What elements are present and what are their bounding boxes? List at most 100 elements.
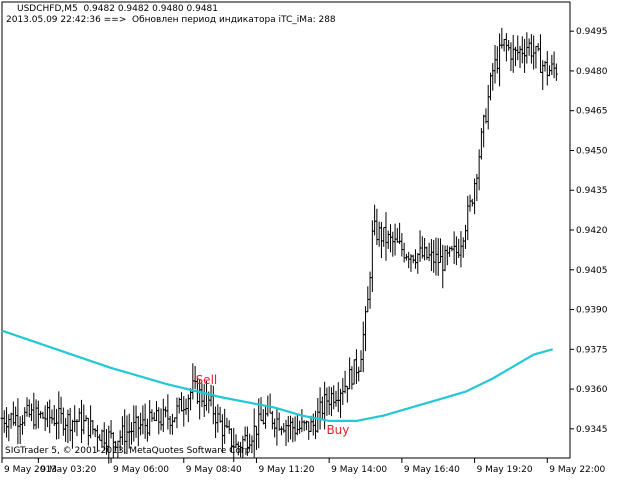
price-bar <box>400 233 404 257</box>
price-bar <box>34 399 38 430</box>
price-bar <box>423 237 427 261</box>
price-bar <box>70 419 74 449</box>
price-bar <box>357 366 361 382</box>
price-bar <box>461 237 465 258</box>
price-bar <box>384 212 388 261</box>
price-bar <box>11 401 15 426</box>
y-tick-label: 0.9345 <box>576 425 608 435</box>
price-bar <box>477 149 481 191</box>
price-bar <box>279 426 283 436</box>
y-tick-label: 0.9480 <box>576 67 608 77</box>
price-bar <box>98 434 102 441</box>
price-bar <box>382 227 386 247</box>
price-bar <box>261 409 265 425</box>
price-bar <box>175 397 179 429</box>
price-bar <box>509 42 513 72</box>
y-tick-label: 0.9420 <box>576 226 608 236</box>
price-bar <box>498 33 502 87</box>
price-bar <box>120 416 124 446</box>
price-bar <box>127 413 131 449</box>
price-bar <box>179 392 183 412</box>
price-bar <box>64 418 68 442</box>
price-bar <box>254 425 258 450</box>
price-bar <box>439 238 443 263</box>
price-bar <box>161 398 165 433</box>
price-bar <box>459 231 463 268</box>
price-bar <box>2 410 6 433</box>
x-tick-label: 9 May 14:00 <box>331 465 387 475</box>
signal-annotations: Sell Buy <box>196 373 350 437</box>
price-bar <box>391 231 395 257</box>
price-bar <box>57 391 61 440</box>
x-tick-label: 9 May 22:00 <box>549 465 605 475</box>
status-message: 2013.05.09 22:42:36 ==> Обновлен период … <box>6 15 336 25</box>
price-bar <box>409 254 413 272</box>
signal-label-sell: Sell <box>196 373 218 387</box>
price-bar <box>136 415 140 447</box>
price-bar <box>150 409 154 422</box>
price-bar <box>486 84 490 130</box>
price-bar <box>314 410 318 440</box>
symbol-info: USDCHFD,M5 0.9482 0.9482 0.9480 0.9481 <box>17 4 219 14</box>
price-bar <box>5 407 9 438</box>
price-bar <box>86 417 90 446</box>
price-bar <box>361 321 365 373</box>
price-bar <box>429 239 433 272</box>
price-bar <box>9 412 13 429</box>
y-tick-label: 0.9495 <box>576 27 608 37</box>
x-tick-label: 9 May 2013 <box>4 465 57 475</box>
price-bar <box>307 421 311 440</box>
price-bar <box>50 409 54 424</box>
price-bar <box>495 46 499 74</box>
x-tick-label: 9 May 16:40 <box>404 465 460 475</box>
price-bar <box>527 38 531 56</box>
price-bar <box>25 397 29 417</box>
price-bar <box>68 407 72 442</box>
price-bar <box>295 413 299 436</box>
price-bar <box>493 45 497 84</box>
price-bar <box>148 400 152 436</box>
price-bar <box>182 396 186 427</box>
price-bar <box>157 407 161 435</box>
price-bar <box>211 385 215 425</box>
price-bar <box>200 383 204 408</box>
price-bar <box>325 387 329 416</box>
price-bar <box>189 388 193 411</box>
price-bar <box>275 409 279 446</box>
price-bar <box>407 251 411 269</box>
price-bar <box>89 405 93 439</box>
price-bar <box>491 63 495 91</box>
y-tick-label: 0.9360 <box>576 385 608 395</box>
price-bar <box>445 245 449 266</box>
price-bar <box>463 224 467 250</box>
price-bar <box>411 254 415 264</box>
price-bar <box>59 396 63 424</box>
price-bar <box>507 39 511 51</box>
price-bar <box>350 366 354 390</box>
price-bar <box>443 245 447 272</box>
price-bar <box>343 370 347 394</box>
price-bar <box>450 245 454 252</box>
price-bar <box>227 420 231 434</box>
x-tick-label: 9 May 06:00 <box>113 465 169 475</box>
price-bar <box>289 415 293 440</box>
price-bar <box>216 404 220 433</box>
price-bar <box>545 51 549 86</box>
price-bar <box>184 398 188 415</box>
price-bar <box>414 249 418 269</box>
price-bar <box>284 419 288 447</box>
price-bar <box>373 204 377 236</box>
price-bar <box>164 406 168 418</box>
price-bar <box>82 404 86 435</box>
price-bar <box>504 33 508 62</box>
price-bar <box>452 231 456 264</box>
price-bar <box>159 408 163 431</box>
price-bar <box>427 242 431 262</box>
price-bar <box>364 306 368 352</box>
price-bar <box>389 224 393 253</box>
price-bar <box>7 414 11 442</box>
price-bar <box>420 236 424 259</box>
price-bar <box>270 410 274 430</box>
